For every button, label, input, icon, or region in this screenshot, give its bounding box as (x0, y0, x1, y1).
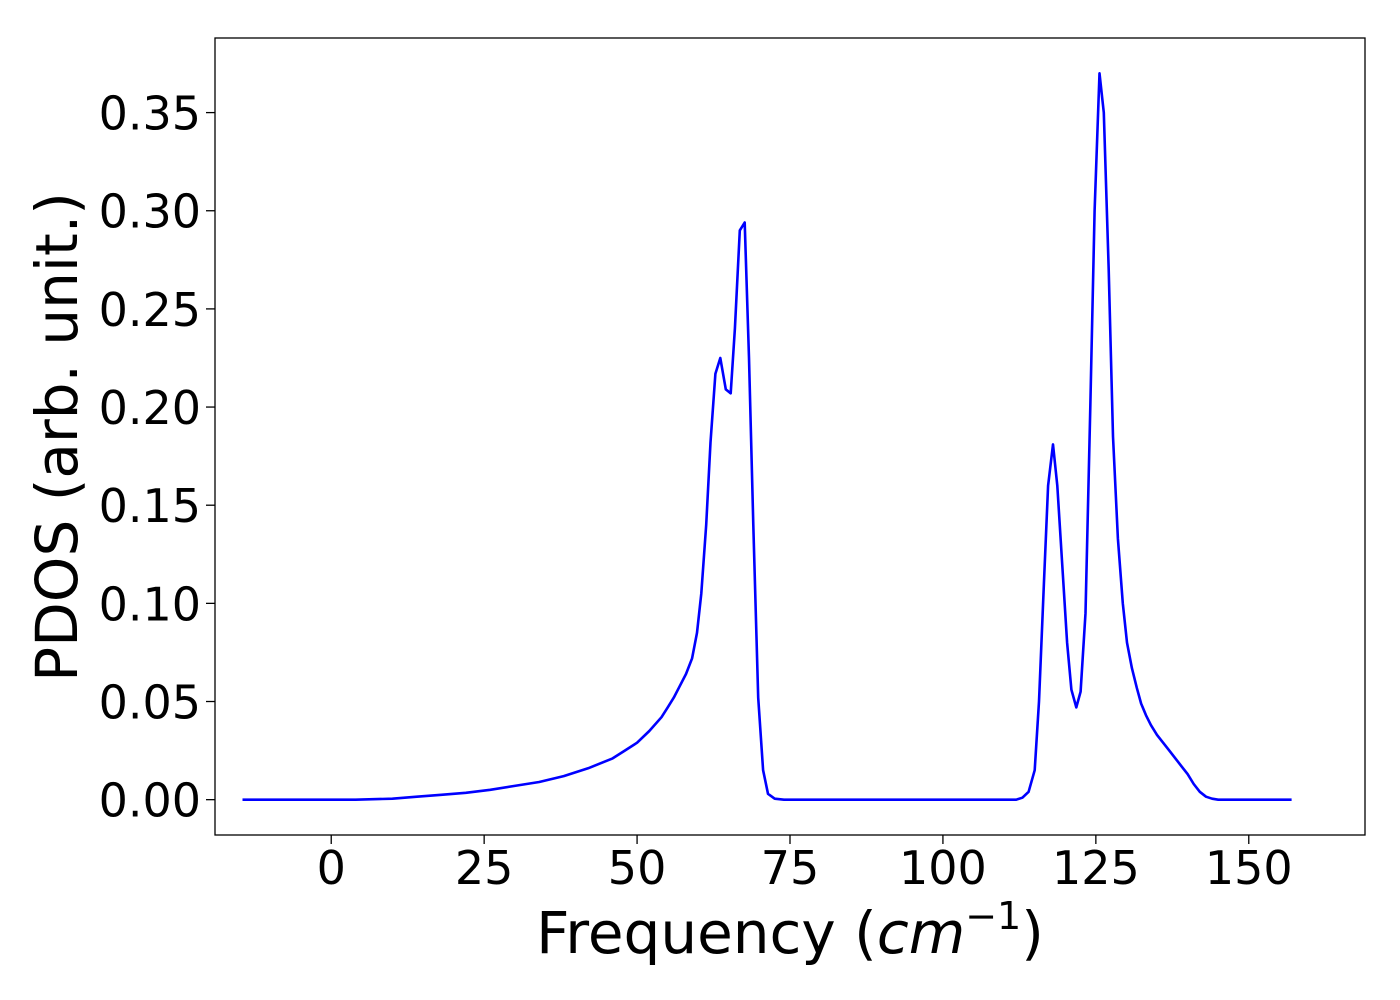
y-tick-label: 0.15 (99, 479, 201, 533)
x-axis-label-exponent: −1 (965, 894, 1021, 938)
x-axis-label-text: Frequency (536, 899, 836, 967)
x-tick-label: 0 (317, 841, 346, 895)
pdos-series-line (242, 72, 1292, 802)
x-tick-label: 100 (899, 841, 987, 895)
x-tick-label: 25 (455, 841, 514, 895)
x-axis-label-unit: cm (877, 899, 965, 967)
y-tick-label: 0.25 (99, 283, 201, 337)
x-axis-label: Frequency (cm−1) (536, 894, 1044, 967)
x-tick-label: 50 (608, 841, 667, 895)
y-tick-label: 0.10 (99, 577, 201, 631)
y-tick-label: 0.30 (99, 185, 201, 239)
y-tick-label: 0.00 (99, 774, 201, 828)
x-tick-label: 150 (1205, 841, 1293, 895)
y-tick-label: 0.35 (99, 87, 201, 141)
y-axis-label: PDOS (arb. unit.) (23, 192, 91, 682)
plot-area (214, 37, 1366, 836)
y-tick-label: 0.20 (99, 381, 201, 435)
y-axis-ticks: 0.00 0.05 0.10 0.15 0.20 0.25 0.30 0.35 (99, 87, 215, 828)
x-tick-label: 125 (1052, 841, 1140, 895)
series-group (242, 72, 1292, 802)
y-tick-label: 0.05 (99, 676, 201, 730)
x-axis-ticks: 0 25 50 75 100 125 150 (317, 835, 1293, 895)
x-tick-label: 75 (761, 841, 820, 895)
